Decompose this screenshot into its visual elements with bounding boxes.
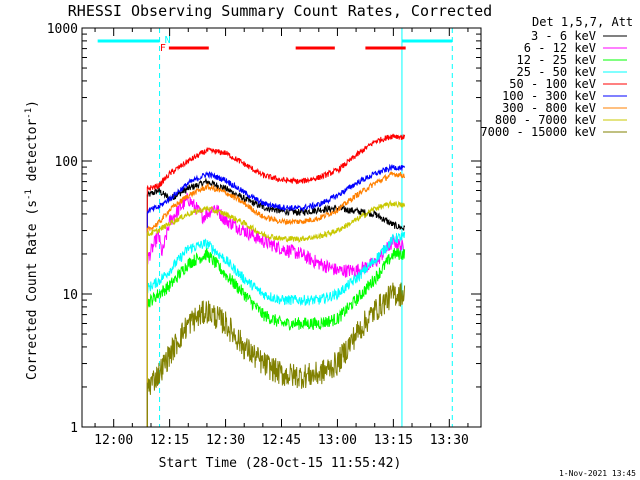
series-line [146,177,406,427]
series-line [146,163,406,427]
legend-label: 12 - 25 keV [517,53,596,67]
x-tick-label: 13:15 [374,433,413,448]
y-label-sup-1: -1 [24,189,34,200]
y-label-end: ) [25,100,40,108]
x-tick-label: 12:45 [262,433,301,448]
legend-label: 7000 - 15000 keV [480,125,596,139]
legend-label: 25 - 50 keV [517,65,596,79]
y-label-sup-2: -1 [24,108,34,119]
legend-label: 3 - 6 keV [531,29,596,43]
y-tick-label: 1 [70,421,78,436]
flag-label: F [160,43,166,54]
y-tick-label: 1000 [47,22,78,37]
series-line [146,231,406,427]
series-line [146,199,406,427]
y-label-base: Corrected Count Rate (s [25,200,40,380]
legend-label: 50 - 100 keV [509,77,596,91]
chart-title: RHESSI Observing Summary Count Rates, Co… [68,2,492,20]
legend-label: 100 - 300 keV [502,89,596,103]
legend-label: 300 - 800 keV [502,101,596,115]
y-label-mid: detector [25,119,40,190]
footer-date: 1-Nov-2021 13:45 [559,469,636,478]
x-tick-label: 12:00 [94,433,133,448]
series-line [146,133,406,427]
x-axis-label: Start Time (28-Oct-15 11:55:42) [159,456,402,471]
flags-layer: FN [97,35,453,54]
axes-layer: 12:00 12:15 12:30 12:45 13:00 13:15 13:30 1 10 10… [47,22,482,448]
flag-label: N [165,35,171,46]
y-tick-label: 100 [55,155,78,170]
legend-label: 6 - 12 keV [524,41,596,55]
x-tick-label: 13:00 [318,433,357,448]
x-tick-label: 12:15 [150,433,189,448]
series-layer [146,133,406,427]
y-tick-label: 10 [62,288,78,303]
series-line [146,247,406,427]
x-tick-label: 12:30 [206,433,245,448]
series-line [146,171,406,427]
legend-label: 800 - 7000 keV [495,113,596,127]
series-line [146,282,406,427]
x-tick-label: 13:30 [430,433,469,448]
y-axis-label: Corrected Count Rate (s-1 detector-1) [24,100,40,380]
legend-title: Det 1,5,7, Att 0 [532,15,640,29]
